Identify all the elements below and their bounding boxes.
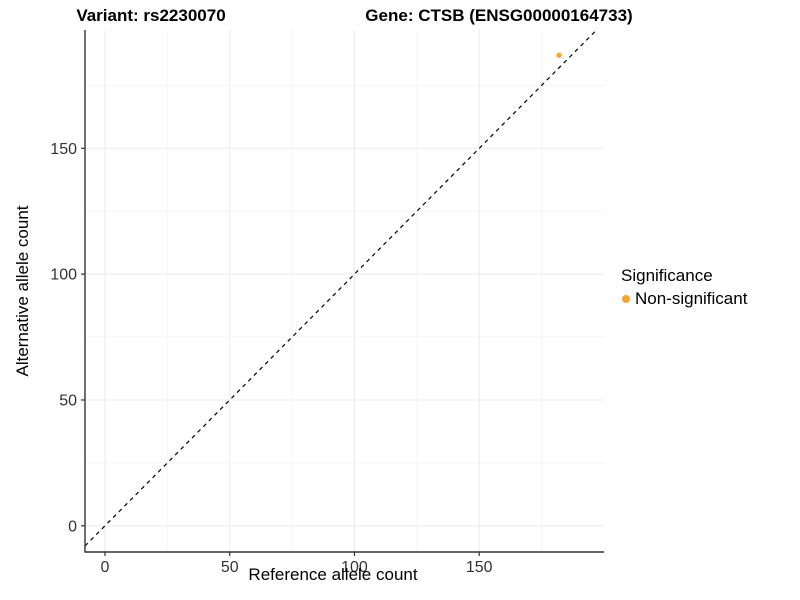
y-axis-label: Alternative allele count [13, 205, 32, 377]
plot-title-variant: Variant: rs2230070 [76, 6, 226, 25]
y-tick-label: 100 [50, 267, 77, 284]
y-tick-label: 0 [68, 518, 77, 535]
plot-title-gene: Gene: CTSB (ENSG00000164733) [365, 6, 633, 25]
x-tick-label: 100 [341, 559, 368, 576]
identity-line [84, 29, 597, 547]
x-tick-label: 150 [466, 559, 493, 576]
y-tick-label: 50 [59, 392, 77, 409]
x-tick-label: 50 [221, 559, 239, 576]
legend-title: Significance [621, 266, 713, 285]
x-axis-label: Reference allele count [248, 565, 418, 584]
legend-item-label: Non-significant [635, 289, 748, 308]
x-tick-label: 0 [101, 559, 110, 576]
data-point [556, 52, 562, 58]
legend-point-icon [622, 295, 630, 303]
legend: Significance Non-significant [621, 266, 747, 309]
y-tick-label: 150 [50, 141, 77, 158]
legend-item-non-significant: Non-significant [622, 289, 747, 309]
